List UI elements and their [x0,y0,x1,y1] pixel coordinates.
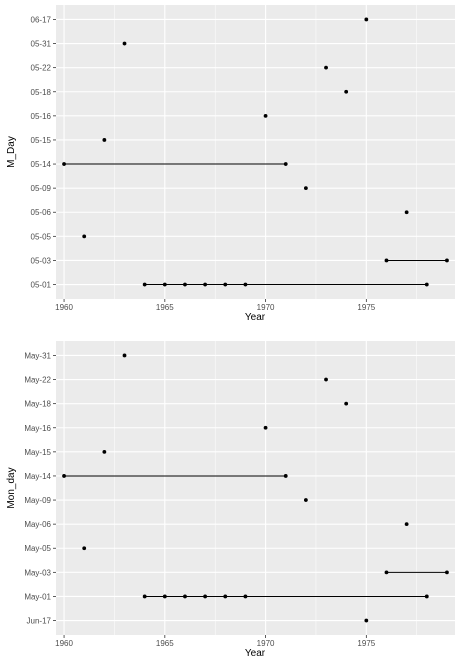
y-tick-label: 05-06 [31,208,52,217]
y-tick-label: May-31 [24,351,51,360]
data-point [142,594,147,599]
data-point [404,210,409,215]
data-point [263,425,268,430]
segments [64,163,447,286]
chart-top: 05-01 05-03 05-05 05-06 05-09 05-14 05-15 05-16… [6,5,455,323]
y-tick-label: May-05 [24,544,51,553]
data-point [203,282,208,287]
x-tick-labels: 1960 1965 1970 1975 [55,299,376,312]
data-point [122,353,127,358]
data-point [344,89,349,94]
data-point [223,282,228,287]
data-point [162,594,167,599]
y-tick-label: May-16 [24,424,51,433]
y-tick-label: 05-14 [31,160,52,169]
data-point [183,282,187,287]
data-point [324,65,328,70]
data-point [364,17,369,22]
y-tick-label: May-06 [24,520,51,529]
y-tick-label: Jun-17 [27,617,52,626]
data-point [62,162,66,166]
points [62,353,449,623]
segments [64,475,447,597]
y-axis-title: Mon_day [6,467,17,508]
x-tick-label: 1960 [55,303,73,312]
x-tick-label: 1975 [357,303,375,312]
data-point [445,258,449,263]
data-point [283,474,288,478]
data-point [162,282,167,287]
data-point [404,522,409,527]
data-point [183,594,187,599]
x-axis-title: Year [245,312,266,323]
y-tick-labels: Jun-17 May-01 May-03 May-05 May-06 May-09 May-… [24,351,56,626]
data-point [303,498,308,502]
data-point [243,282,248,287]
grid-lines [56,341,455,635]
panel-background [56,5,455,299]
y-tick-label: May-22 [24,376,51,385]
x-tick-label: 1970 [257,303,275,312]
x-tick-label: 1965 [156,303,174,312]
y-tick-label: May-09 [24,496,51,505]
chart-bottom: Jun-17 May-01 May-03 May-05 May-06 May-09 May-… [6,341,455,659]
y-tick-label: 05-05 [31,232,52,241]
data-point [384,570,389,575]
data-point [82,234,87,239]
data-point [142,282,147,287]
data-point [62,474,66,478]
data-point [102,449,107,454]
data-point [384,258,389,263]
x-tick-label: 1960 [55,639,73,648]
x-tick-label: 1975 [357,639,375,648]
y-tick-label: 06-17 [31,15,52,24]
y-tick-label: 05-15 [31,136,52,145]
data-point [364,618,369,623]
y-tick-label: May-03 [24,568,51,577]
data-point [445,570,449,575]
y-tick-label: May-01 [24,592,51,601]
data-point [324,377,328,382]
x-tick-labels: 1960 1965 1970 1975 [55,635,376,648]
points [62,17,449,287]
y-tick-label: 05-18 [31,88,52,97]
y-tick-label: May-18 [24,400,51,409]
y-tick-label: 05-22 [31,64,52,73]
data-point [122,41,127,46]
data-point [102,138,107,142]
y-tick-label: 05-01 [31,281,52,290]
y-tick-label: 05-03 [31,256,52,265]
x-axis-title: Year [245,648,266,659]
y-tick-label: 05-16 [31,112,52,121]
data-point [223,594,228,599]
x-tick-label: 1965 [156,639,174,648]
x-tick-label: 1970 [257,639,275,648]
data-point [424,282,429,287]
data-point [303,186,308,191]
y-tick-label: May-14 [24,472,51,481]
y-tick-label: May-15 [24,448,51,457]
data-point [283,162,288,166]
panel-background [56,341,455,635]
data-point [344,401,349,406]
y-tick-labels: 05-01 05-03 05-05 05-06 05-09 05-14 05-15 05-16… [31,15,56,290]
y-axis-title: M_Day [6,136,17,168]
data-point [82,546,87,551]
data-point [424,594,429,599]
y-tick-label: 05-09 [31,184,52,193]
data-point [203,594,208,599]
data-point [263,113,268,118]
data-point [243,594,248,599]
y-tick-label: 05-31 [31,40,52,49]
